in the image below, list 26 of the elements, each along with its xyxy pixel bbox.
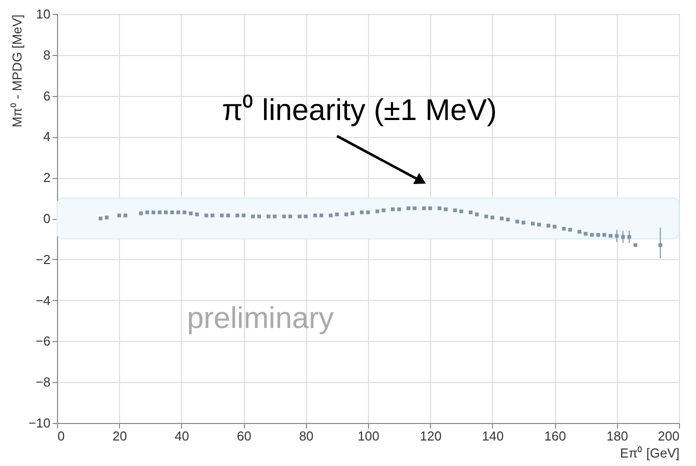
x-tick-label: 200 (658, 428, 680, 444)
x-tick-label: 20 (112, 428, 127, 444)
x-tick-label: 0 (58, 428, 65, 444)
annotation: preliminary (187, 302, 334, 335)
x-tick-label: 120 (420, 428, 442, 444)
y-tick-label: −4 (36, 292, 50, 308)
y-tick-label: 0 (43, 211, 50, 226)
x-tick-label: 80 (299, 428, 314, 444)
x-tick-label: 60 (236, 428, 252, 444)
x-tick-label: 100 (358, 428, 380, 444)
y-tick-label: −8 (36, 374, 50, 390)
annotation: π⁰ linearity (±1 MeV) (222, 94, 497, 127)
y-tick-label: 4 (43, 129, 50, 144)
y-tick-label: 2 (43, 170, 50, 186)
x-tick-label: 160 (544, 428, 566, 444)
y-tick-label: −10 (28, 416, 50, 430)
y-tick-label: −6 (36, 334, 50, 349)
y-axis-title: Mπ⁰ - MPDG [MeV] (9, 14, 24, 128)
x-tick-label: 140 (482, 428, 504, 444)
x-tick-label: 40 (174, 428, 190, 444)
x-axis-title: Eπ⁰ [GeV] (620, 446, 680, 460)
y-tick-label: 6 (43, 88, 50, 104)
y-tick-label: −2 (36, 252, 50, 267)
y-tick-label: 8 (43, 47, 50, 62)
y-tick-label: 10 (36, 6, 50, 22)
x-tick-label: 180 (606, 428, 628, 444)
